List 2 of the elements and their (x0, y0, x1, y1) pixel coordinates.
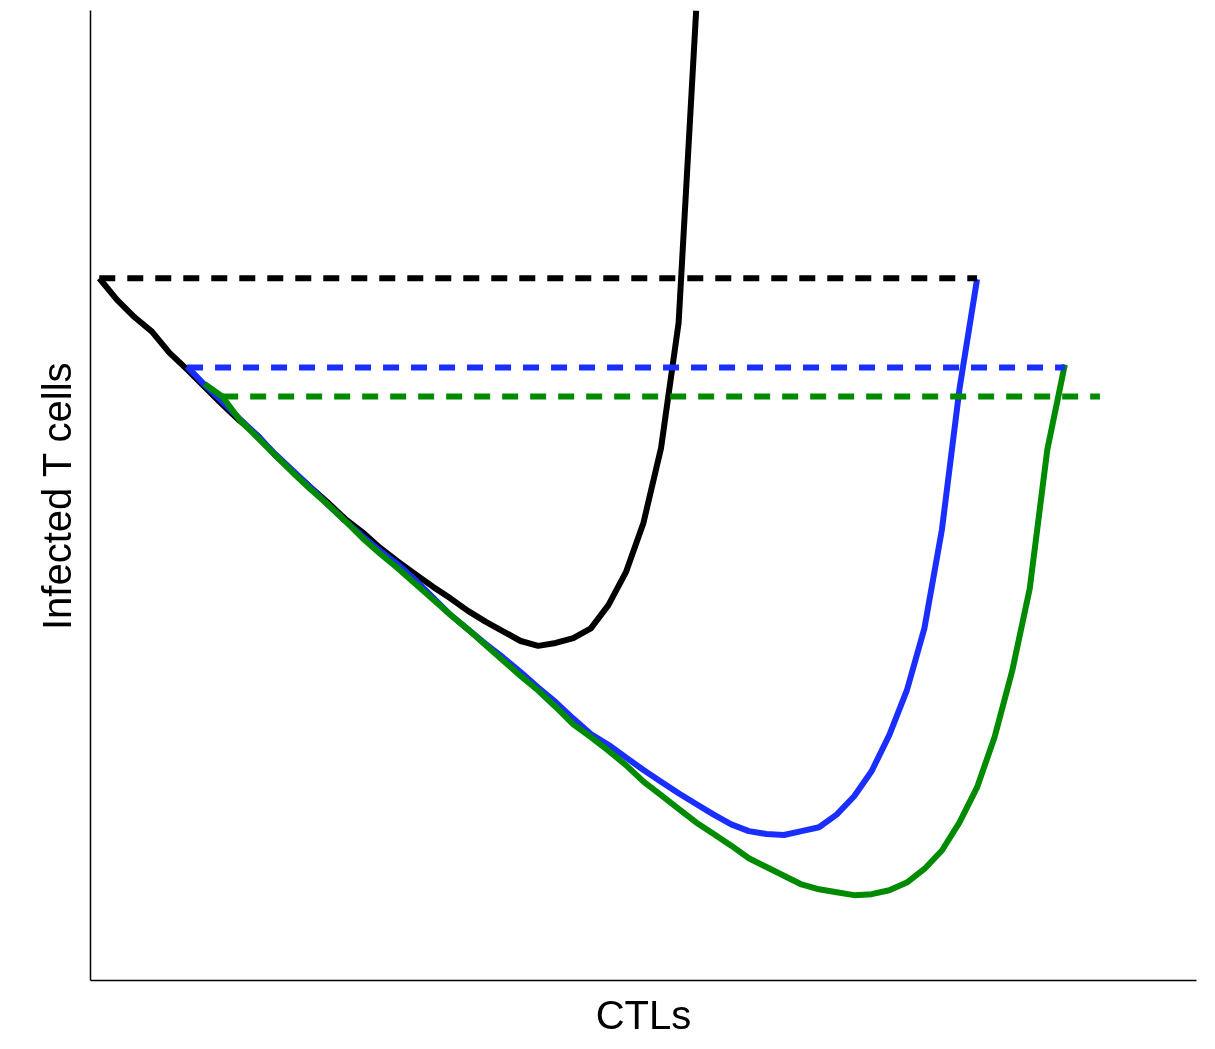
x-axis-title: CTLs (595, 992, 692, 1037)
y-axis-title: Infected T cells (34, 362, 79, 630)
